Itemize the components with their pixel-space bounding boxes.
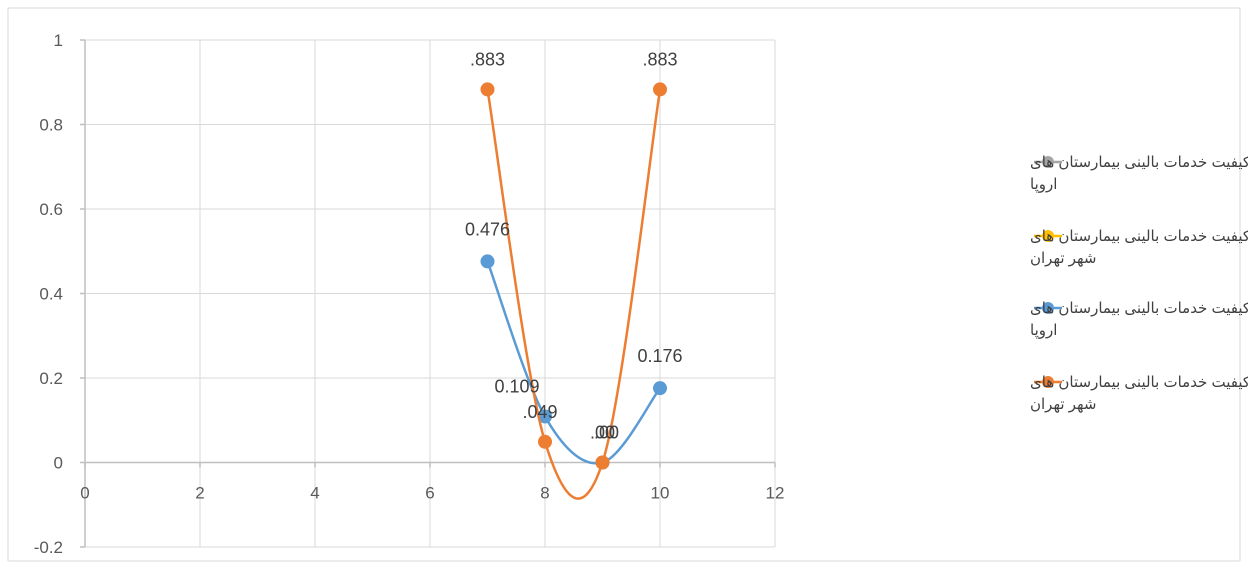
data-point [538,435,552,449]
data-point [653,82,667,96]
data-label: .049 [522,402,557,422]
legend-entry-line: شاخص کیفیت خدمات بالینی بیمارستان های [1030,228,1248,245]
x-tick-label: 6 [425,484,434,503]
legend-entry-line: اروپا [1030,322,1057,340]
data-label: 0.176 [637,346,682,366]
x-tick-label: 10 [651,484,670,503]
data-label: .883 [642,49,677,69]
data-label: .00 [594,423,619,443]
y-tick-label: 0.2 [39,369,63,388]
legend-entry-line: شاخص کیفیت خدمات بالینی بیمارستان های [1030,154,1248,171]
y-tick-label: -0.2 [34,538,63,557]
y-tick-label: 0.6 [39,200,63,219]
data-point [596,456,610,470]
legend-entry-line: شهر تهران [1030,250,1096,267]
y-tick-label: 0 [54,454,63,473]
x-tick-label: 0 [80,484,89,503]
chart-border [8,8,1240,561]
data-point [481,82,495,96]
data-label: 0.109 [494,376,539,396]
y-tick-label: 0.4 [39,285,63,304]
x-tick-label: 2 [195,484,204,503]
x-tick-label: 8 [540,484,549,503]
data-point [481,254,495,268]
data-label: 0.476 [465,219,510,239]
legend-entry-line: شاخص کیفیت خدمات بالینی بیمارستان های [1030,374,1248,391]
x-tick-label: 12 [766,484,785,503]
legend-entry-line: اروپا [1030,176,1057,194]
x-tick-label: 4 [310,484,319,503]
y-tick-label: 1 [54,31,63,50]
y-tick-label: 0.8 [39,116,63,135]
legend-entry-line: شهر تهران [1030,396,1096,413]
data-label: .883 [470,49,505,69]
data-point [653,381,667,395]
legend-entry-line: شاخص کیفیت خدمات بالینی بیمارستان های [1030,300,1248,317]
